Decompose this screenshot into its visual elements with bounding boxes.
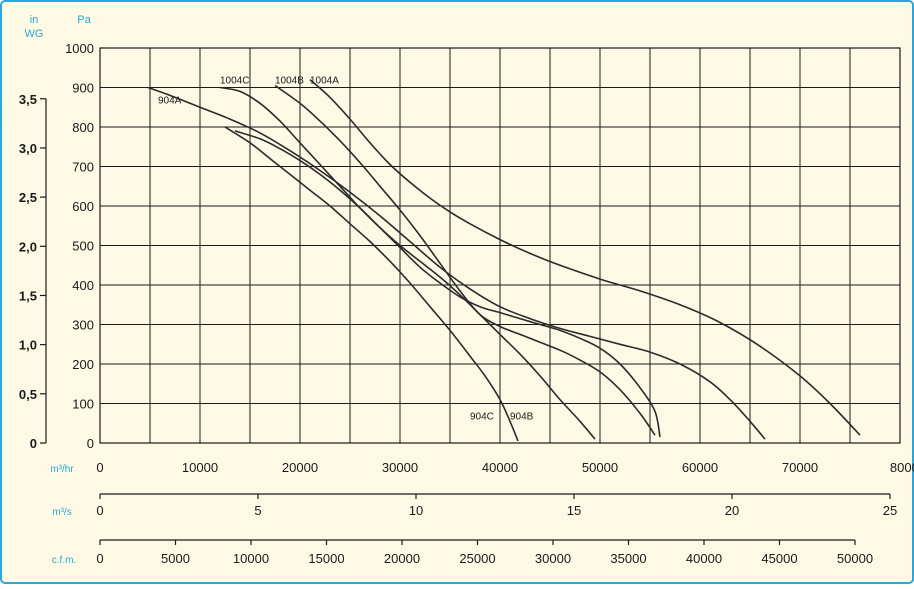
flow-m3hr-tick-label: 30000 [382, 460, 418, 475]
flow-unit-label-m3s: m³/s [52, 507, 71, 518]
flow-cfm-tick-label: 35000 [610, 551, 646, 566]
pressure-tick-label: 100 [72, 397, 94, 412]
pressure-tick-label: 1000 [65, 41, 94, 56]
flow-m3s-tick-label: 20 [725, 503, 739, 518]
pressure-tick-label: 700 [72, 160, 94, 175]
flow-unit-label-m3hr: m³/hr [50, 464, 74, 475]
flow-m3hr-tick-label: 0 [96, 460, 103, 475]
flow-m3hr-tick-label: 20000 [282, 460, 318, 475]
flow-cfm-tick-label: 15000 [308, 551, 344, 566]
curve-label-904a: 904A [158, 95, 182, 106]
curve-1004a [309, 79, 861, 436]
flow-m3hr-tick-label: 60000 [682, 460, 718, 475]
curve-label-904b: 904B [510, 411, 534, 422]
curve-label-904c: 904C [470, 411, 494, 422]
pressure-tick-label: 500 [72, 239, 94, 254]
wg-tick-label: 3,5 [19, 92, 37, 107]
wg-tick-label: 2,5 [19, 190, 37, 205]
wg-unit-label-line2: WG [25, 28, 44, 40]
wg-tick-label: 2,0 [19, 239, 37, 254]
wg-tick-label: 3,0 [19, 141, 37, 156]
curve-1004c [219, 86, 596, 440]
flow-m3s-tick-label: 15 [567, 503, 581, 518]
flow-cfm-tick-label: 25000 [459, 551, 495, 566]
label-layer: 1004C 1004B 1004A 904A 904B 904C [158, 76, 534, 423]
flow-m3hr-tick-label: 80000 [890, 460, 914, 475]
pressure-unit-label: Pa [77, 14, 91, 26]
flow-cfm-tick-label: 0 [96, 551, 103, 566]
wg-tick-label: 1,5 [19, 288, 37, 303]
pressure-tick-label: 800 [72, 120, 94, 135]
flow-cfm-tick-label: 50000 [837, 551, 873, 566]
flow-m3s-tick-label: 10 [409, 503, 423, 518]
flow-m3hr-tick-label: 70000 [782, 460, 818, 475]
curve-904c [224, 126, 519, 442]
pressure-tick-label: 400 [72, 278, 94, 293]
flow-cfm-tick-label: 20000 [384, 551, 420, 566]
wg-tick-label: 0 [30, 436, 37, 451]
curve-label-1004a: 1004A [310, 76, 339, 87]
pressure-tick-label: 0 [87, 436, 94, 451]
flow-cfm-tick-label: 10000 [233, 551, 269, 566]
pressure-tick-label: 900 [72, 81, 94, 96]
pressure-tick-label: 200 [72, 357, 94, 372]
flow-m3s-tick-label: 5 [254, 503, 261, 518]
flow-m3hr-tick-label: 50000 [582, 460, 618, 475]
wg-unit-label-line1: in [30, 14, 39, 26]
axis-layer: Pa01002003004005006007008009001000inWG00… [19, 14, 914, 566]
curve-label-1004c: 1004C [220, 76, 249, 87]
flow-cfm-tick-label: 5000 [161, 551, 190, 566]
flow-cfm-tick-label: 45000 [761, 551, 797, 566]
curve-layer [147, 79, 861, 442]
wg-tick-label: 0,5 [19, 387, 37, 402]
flow-m3s-tick-label: 0 [96, 503, 103, 518]
curve-904b [234, 130, 661, 438]
flow-m3s-tick-label: 25 [883, 503, 897, 518]
curve-1004b [274, 84, 656, 436]
pressure-tick-label: 300 [72, 318, 94, 333]
wg-tick-label: 1,0 [19, 338, 37, 353]
pressure-tick-label: 600 [72, 199, 94, 214]
grid-layer [99, 47, 901, 444]
flow-unit-label-cfm: c.f.m. [52, 555, 76, 566]
flow-m3hr-tick-label: 10000 [182, 460, 218, 475]
flow-cfm-tick-label: 40000 [686, 551, 722, 566]
curve-label-1004b: 1004B [275, 76, 304, 87]
curve-904a [147, 86, 766, 440]
flow-cfm-tick-label: 30000 [535, 551, 571, 566]
flow-m3hr-tick-label: 40000 [482, 460, 518, 475]
